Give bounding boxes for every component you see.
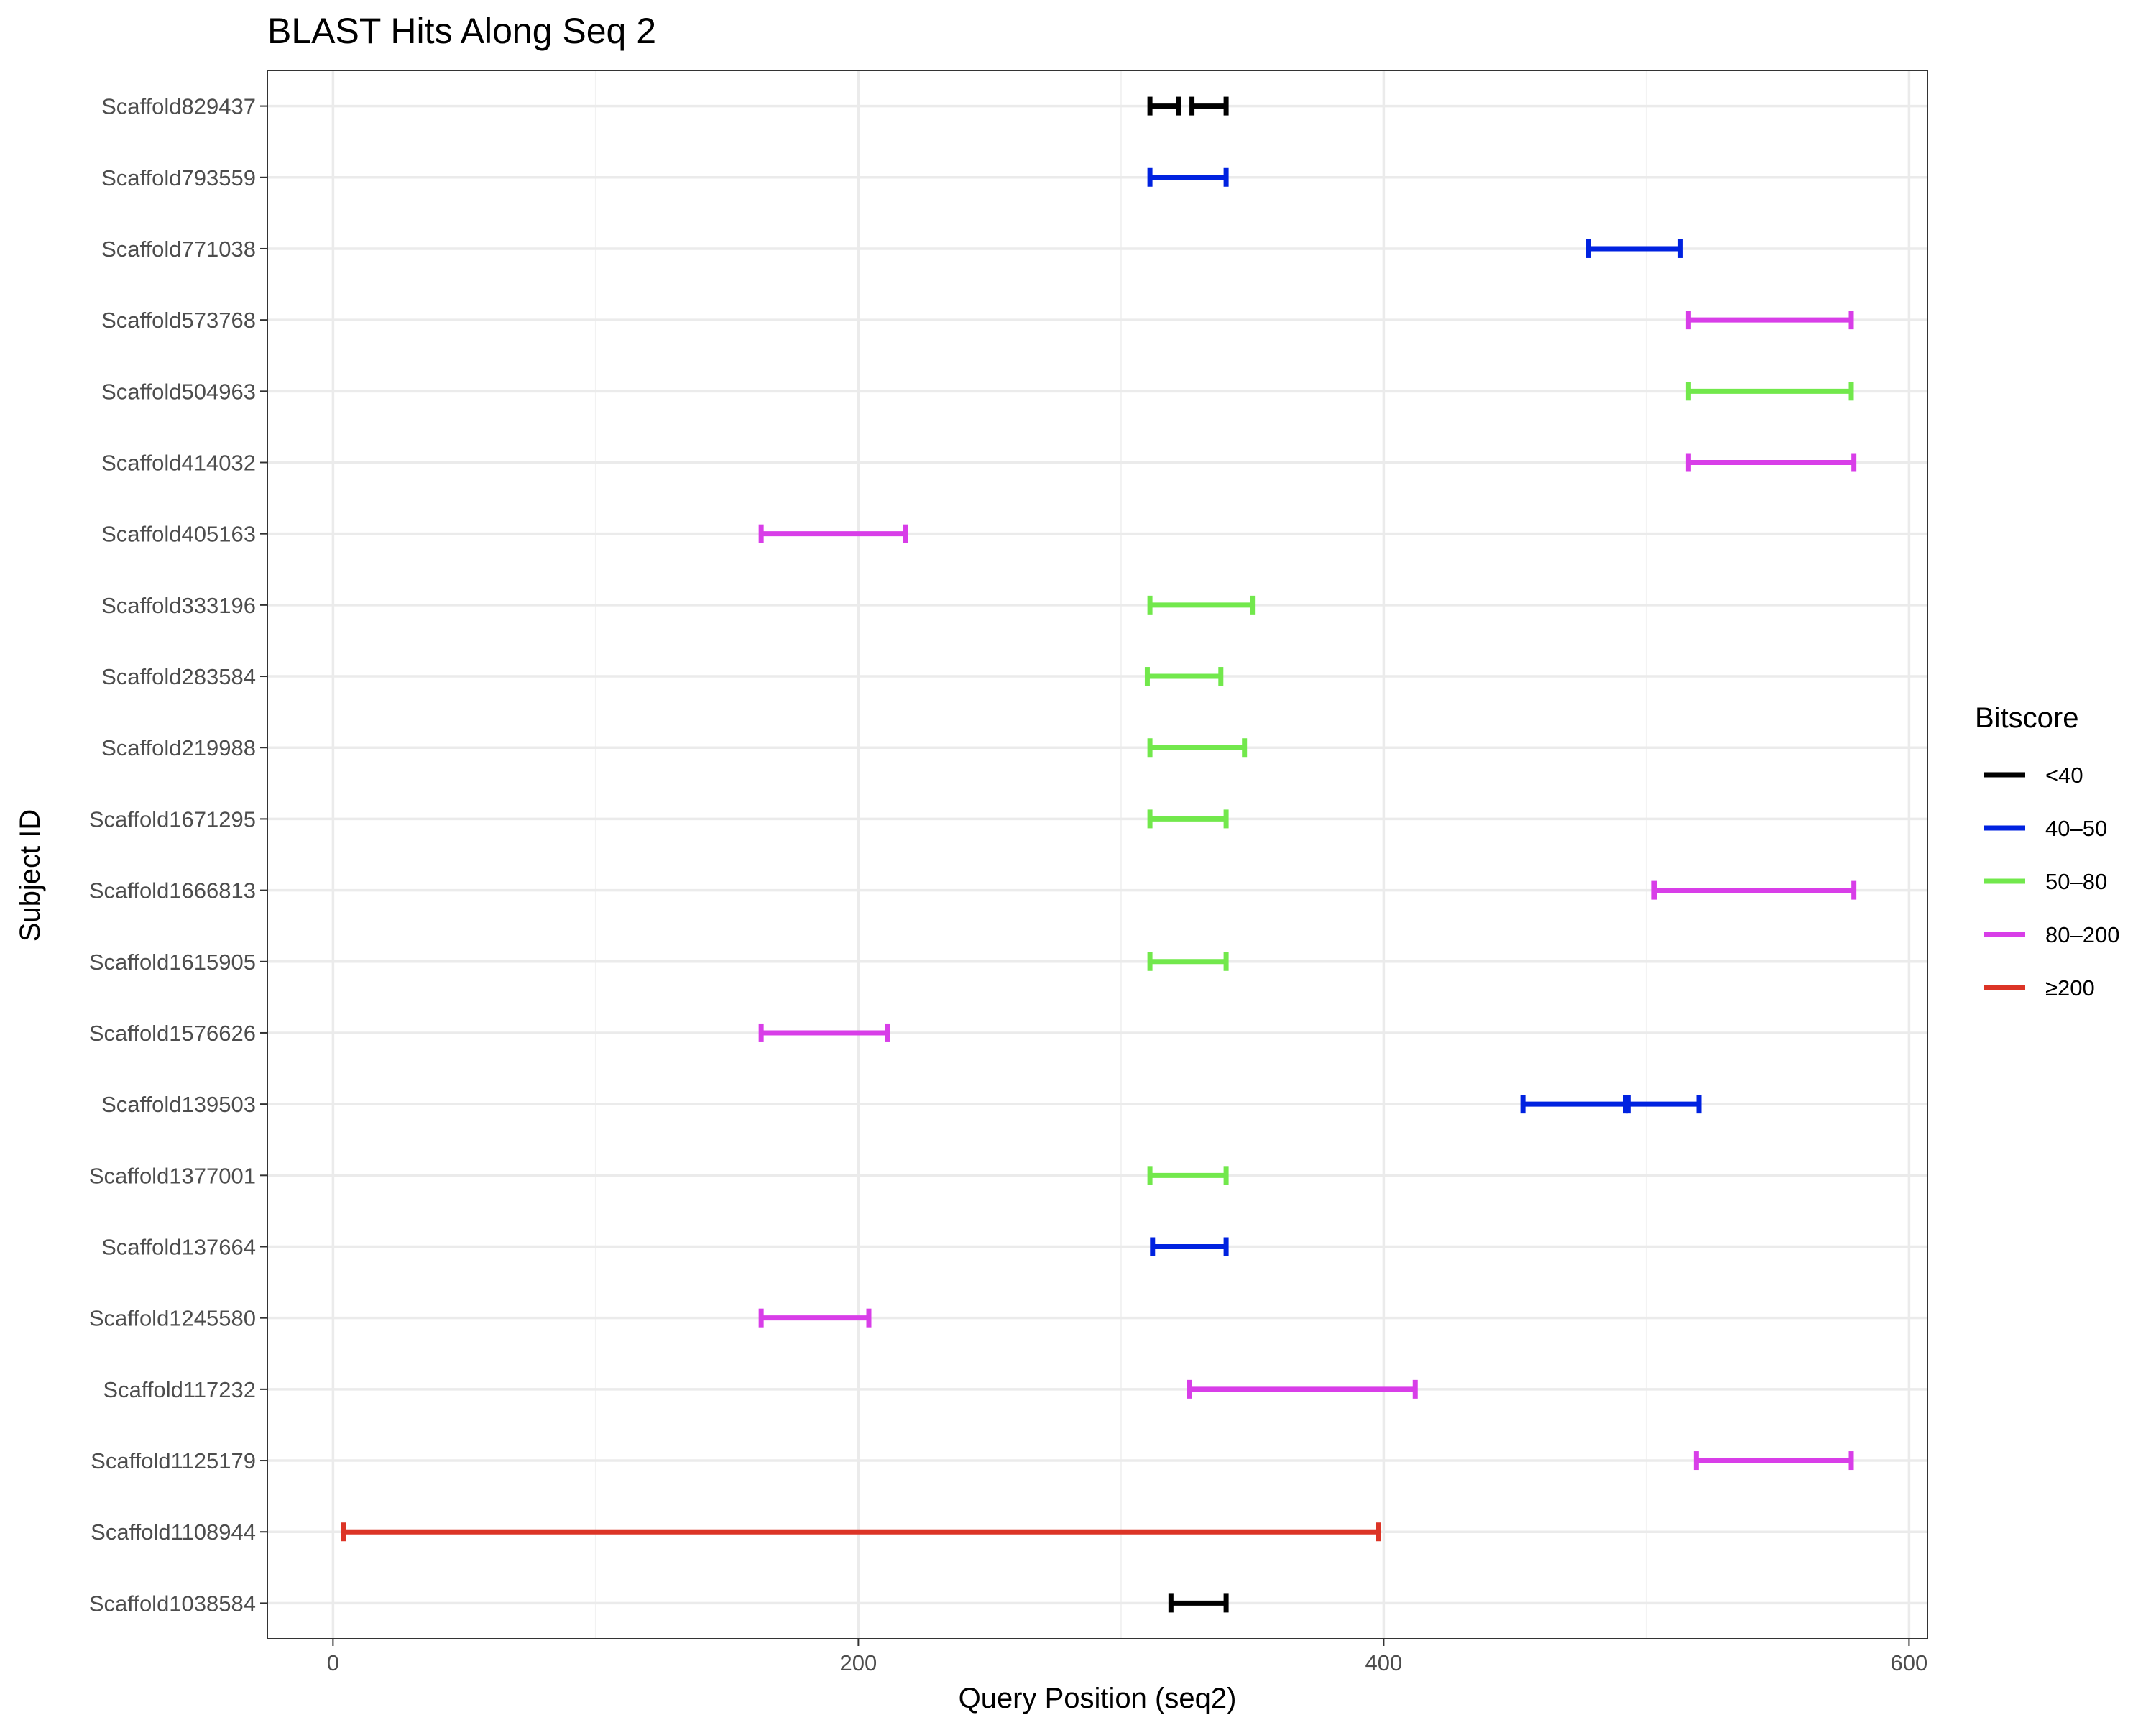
legend-label: 40–50 [2045,816,2107,841]
x-axis: 0 200 400 600 [327,1639,1928,1675]
x-tick-label: 0 [327,1650,339,1675]
legend-label: 50–80 [2045,869,2107,894]
x-axis-title: Query Position (seq2) [959,1683,1237,1714]
hit-segment [1144,667,1224,686]
hit-segment [1147,1166,1229,1185]
y-tick-label: Scaffold414032 [101,451,256,476]
hit-segment [1147,738,1248,758]
y-tick-label: Scaffold573768 [101,308,256,333]
y-tick-label: Scaffold283584 [101,664,256,689]
hit-segment [1147,952,1229,971]
x-tick-label: 400 [1365,1650,1403,1675]
y-tick-label: Scaffold1666813 [89,878,256,903]
hit-segment [1685,382,1854,401]
y-tick-label: Scaffold1245580 [89,1306,256,1331]
y-tick-label: Scaffold1038584 [89,1591,256,1616]
hit-segment [758,1308,872,1328]
legend-items: <40 40–50 50–80 80–200 ≥200 [1984,763,2119,1000]
hit-segment [341,1522,1381,1542]
y-tick-label: Scaffold405163 [101,522,256,547]
hit-segment [1585,239,1683,258]
y-tick-label: Scaffold829437 [101,94,256,119]
grid [267,70,1927,1639]
segments [341,96,1857,1613]
y-tick-label: Scaffold137664 [101,1235,256,1260]
y-axis-title: Subject ID [14,809,46,942]
y-tick-label: Scaffold1108944 [91,1519,256,1545]
y-tick-label: Scaffold139503 [101,1092,256,1117]
hit-segment [1147,167,1229,187]
hit-segment [1147,809,1229,829]
hit-segment [1651,880,1857,900]
y-tick-label: Scaffold1377001 [89,1163,256,1188]
y-tick-label: Scaffold333196 [101,593,256,618]
panel-border [267,70,1928,1639]
hit-segment [1685,310,1854,330]
hit-segment [1685,453,1857,472]
y-tick-label: Scaffold1615905 [89,949,256,975]
hit-segment [1693,1451,1854,1471]
y-tick-label: Scaffold504963 [101,379,256,404]
hit-segment [1147,96,1181,116]
legend: Bitscore <40 40–50 50–80 80–200 ≥200 [1975,702,2119,1000]
chart-title: BLAST Hits Along Seq 2 [267,11,656,51]
x-tick-label: 600 [1891,1650,1928,1675]
x-tick-label: 200 [840,1650,877,1675]
legend-label: <40 [2045,763,2083,788]
hit-segment [758,1023,890,1042]
hit-segment [1168,1593,1229,1613]
hit-segment [1625,1095,1702,1114]
hit-segment [1520,1095,1628,1114]
hit-segment [1150,1237,1229,1256]
y-axis: Scaffold829437 Scaffold793559 Scaffold7710… [89,94,267,1616]
y-tick-label: Scaffold117232 [103,1377,256,1402]
hit-segment [1189,96,1229,116]
y-tick-label: Scaffold771038 [101,236,256,262]
legend-title: Bitscore [1975,702,2079,734]
y-tick-label: Scaffold1125179 [91,1448,256,1473]
y-tick-label: Scaffold219988 [101,735,256,760]
y-tick-label: Scaffold793559 [101,165,256,190]
hit-segment [1147,595,1256,615]
hit-segment [758,524,908,543]
y-tick-label: Scaffold1576626 [89,1021,256,1046]
hit-segment [1187,1379,1418,1399]
y-tick-label: Scaffold1671295 [89,806,256,832]
legend-label: ≥200 [2045,975,2095,1000]
legend-label: 80–200 [2045,922,2119,947]
